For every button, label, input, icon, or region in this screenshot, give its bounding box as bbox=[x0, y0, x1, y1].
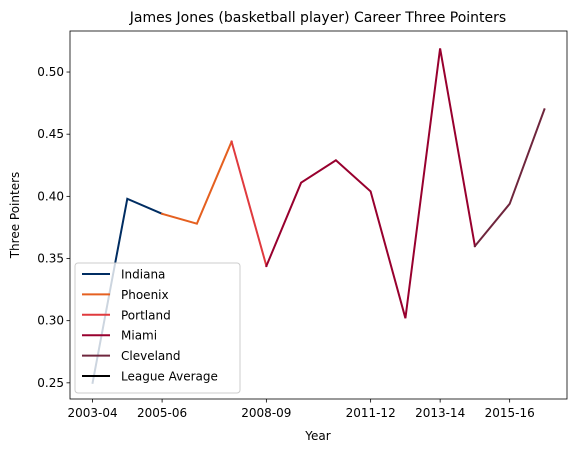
axes-layer: 0.25 0.30 0.35 0.40 0.45 0.50 2003-04 2005-06 20… bbox=[37, 30, 568, 420]
series-line-cleveland bbox=[473, 108, 546, 248]
legend-label-cleveland: Cleveland bbox=[121, 349, 181, 363]
legend-box bbox=[74, 262, 241, 394]
x-tick-label: 2015-16 bbox=[485, 406, 535, 420]
x-tick-label: 2011-12 bbox=[346, 406, 396, 420]
legend-label-phoenix: Phoenix bbox=[121, 288, 169, 302]
legend: Indiana Phoenix Portland Miami Cleveland Leag… bbox=[74, 262, 241, 394]
series-line-miami bbox=[265, 48, 477, 319]
x-tick-label: 2005-06 bbox=[137, 406, 187, 420]
series-line-portland bbox=[230, 140, 268, 268]
legend-label-portland: Portland bbox=[121, 308, 171, 322]
y-tick-label: 0.25 bbox=[37, 376, 64, 390]
y-axis-label: Three Pointers bbox=[8, 172, 22, 260]
chart-title: James Jones (basketball player) Career T… bbox=[129, 10, 506, 26]
y-tick-label: 0.50 bbox=[37, 65, 64, 79]
series-line-phoenix bbox=[160, 140, 233, 225]
x-tick-label: 2013-14 bbox=[415, 406, 465, 420]
plot-frame bbox=[69, 30, 568, 400]
legend-label-indiana: Indiana bbox=[121, 268, 165, 282]
y-tick-label: 0.35 bbox=[37, 252, 64, 266]
x-axis-label: Year bbox=[304, 429, 330, 443]
x-tick-label: 2003-04 bbox=[68, 406, 118, 420]
y-tick-label: 0.45 bbox=[37, 127, 64, 141]
legend-label-miami: Miami bbox=[121, 329, 157, 343]
legend-label-league-average: League Average bbox=[121, 370, 218, 384]
x-tick-label: 2008-09 bbox=[241, 406, 291, 420]
y-tick-label: 0.40 bbox=[37, 189, 64, 203]
y-tick-label: 0.30 bbox=[37, 314, 64, 328]
